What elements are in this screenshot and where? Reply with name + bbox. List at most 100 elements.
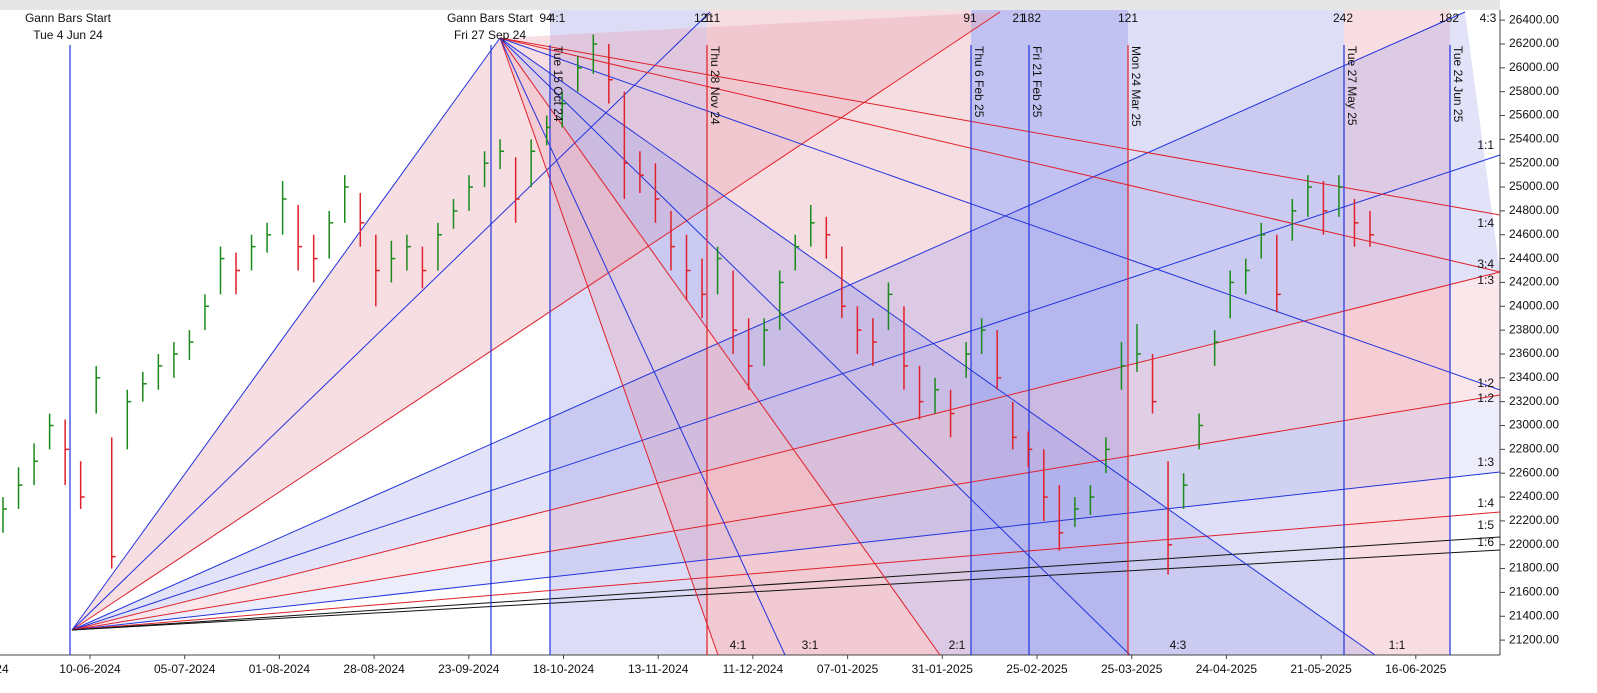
x-tick-label: 31-01-2025 <box>912 662 974 676</box>
y-tick-label: 22800.00 <box>1509 442 1559 456</box>
start-label: Fri 27 Sep 24 <box>454 28 526 42</box>
y-tick-label: 22600.00 <box>1509 465 1559 479</box>
top-label: 242 <box>1333 11 1353 25</box>
y-tick-label: 22000.00 <box>1509 537 1559 551</box>
y-tick-label: 23600.00 <box>1509 346 1559 360</box>
start-label: Gann Bars Start <box>25 11 112 25</box>
region <box>1128 10 1344 655</box>
fan-line <box>71 37 501 631</box>
fan-line <box>499 37 719 656</box>
axis-panel <box>1500 10 1597 655</box>
x-tick-label: 24-04-2025 <box>1196 662 1258 676</box>
y-tick-label: 23000.00 <box>1509 418 1559 432</box>
top-label: 121 <box>1118 11 1138 25</box>
fan-lines <box>71 11 1501 656</box>
vertical-lines <box>69 45 1451 655</box>
x-tick-label: 2024 <box>0 662 9 676</box>
start-label: Gann Bars Start <box>447 11 534 25</box>
top-label: 21 <box>1012 11 1026 25</box>
fan-line <box>71 394 1501 631</box>
fan-line <box>499 37 1501 216</box>
fan-line <box>71 511 1501 631</box>
x-tick-label: 21-05-2025 <box>1290 662 1352 676</box>
y-tick-label: 25800.00 <box>1509 84 1559 98</box>
x-tick-label: 01-08-2024 <box>249 662 311 676</box>
top-label: 4:1 <box>549 11 566 25</box>
start-label: Tue 4 Jun 24 <box>33 28 103 42</box>
bottom-label: 4:3 <box>1170 638 1187 652</box>
fan-line <box>71 536 1501 631</box>
bottom-label: 1:1 <box>1389 638 1406 652</box>
fan-line <box>499 37 1376 656</box>
y-tick-label: 24000.00 <box>1509 298 1559 312</box>
right-label: 1:3 <box>1477 273 1494 287</box>
right-label: 1:1 <box>1477 138 1494 152</box>
y-tick-label: 24400.00 <box>1509 251 1559 265</box>
fan-line <box>71 549 1501 631</box>
y-tick-label: 25000.00 <box>1509 179 1559 193</box>
right-label: 1:3 <box>1477 455 1494 469</box>
x-tick-label: 25-02-2025 <box>1006 662 1068 676</box>
right-label: 1:6 <box>1477 535 1494 549</box>
bars <box>2 34 1374 575</box>
vertical-date: Thu 6 Feb 25 <box>972 46 986 118</box>
vertical-date: Thu 28 Nov 24 <box>708 46 722 125</box>
fan-line <box>499 37 786 656</box>
vertical-date: Tue 27 May 25 <box>1345 46 1359 126</box>
y-tick-label: 26400.00 <box>1509 12 1559 26</box>
y-tick-label: 24600.00 <box>1509 227 1559 241</box>
region <box>1344 10 1450 655</box>
y-tick-label: 24200.00 <box>1509 275 1559 289</box>
x-tick-label: 28-08-2024 <box>343 662 405 676</box>
y-tick-label: 21600.00 <box>1509 585 1559 599</box>
right-label: 1:5 <box>1477 518 1494 532</box>
x-tick-label: 07-01-2025 <box>817 662 879 676</box>
top-label: 1:1 <box>704 11 721 25</box>
y-tick-label: 24800.00 <box>1509 203 1559 217</box>
y-tick-label: 22200.00 <box>1509 513 1559 527</box>
y-tick-label: 26000.00 <box>1509 60 1559 74</box>
top-label: 4:3 <box>1480 11 1497 25</box>
x-tick-label: 16-06-2025 <box>1385 662 1447 676</box>
right-label: 1:2 <box>1477 391 1494 405</box>
fan-line <box>499 37 941 656</box>
x-tick-label: 13-11-2024 <box>628 662 689 676</box>
right-label: 1:4 <box>1477 216 1494 230</box>
top-label: 121 <box>694 11 714 25</box>
bottom-label: 2:1 <box>949 638 966 652</box>
vertical-date: Mon 24 Mar 25 <box>1129 46 1143 127</box>
fan-line <box>499 37 1131 656</box>
x-tick-label: 11-12-2024 <box>723 662 784 676</box>
x-tick-label: 10-06-2024 <box>59 662 121 676</box>
fan-line <box>71 471 1501 631</box>
fan-line <box>71 11 711 631</box>
fan-shade <box>72 12 1500 630</box>
bottom-label: 3:1 <box>802 638 819 652</box>
top-strip <box>0 0 1500 10</box>
y-tick-label: 23200.00 <box>1509 394 1559 408</box>
top-label: 182 <box>1021 11 1041 25</box>
right-label: 1:4 <box>1477 496 1494 510</box>
vertical-date: Fri 21 Feb 25 <box>1030 46 1044 118</box>
top-label: 182 <box>1439 11 1459 25</box>
x-tick-label: 18-10-2024 <box>533 662 595 676</box>
fan-line <box>71 11 1001 631</box>
y-tick-label: 25400.00 <box>1509 132 1559 146</box>
vertical-date: Tue 24 Jun 25 <box>1451 46 1465 123</box>
right-label: 3:4 <box>1477 257 1494 271</box>
y-tick-label: 23400.00 <box>1509 370 1559 384</box>
vertical-date: Tue 15 Oct 24 <box>551 46 565 122</box>
right-label: 1:2 <box>1477 376 1494 390</box>
y-tick-label: 25200.00 <box>1509 155 1559 169</box>
y-tick-label: 21200.00 <box>1509 632 1559 646</box>
x-tick-label: 23-09-2024 <box>438 662 500 676</box>
x-tick-label: 25-03-2025 <box>1101 662 1163 676</box>
y-tick-label: 21400.00 <box>1509 608 1559 622</box>
fan-line <box>499 37 1501 273</box>
labels: 21200.00 21400.00 21600.00 21800.00 22000.00… <box>0 11 1559 676</box>
y-tick-label: 26200.00 <box>1509 36 1559 50</box>
y-tick-label: 21800.00 <box>1509 561 1559 575</box>
fan-line <box>499 37 1501 391</box>
